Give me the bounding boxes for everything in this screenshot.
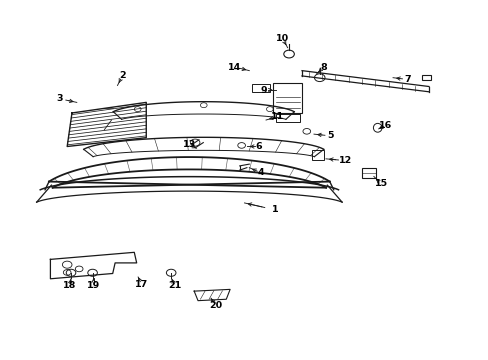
Text: 8: 8 xyxy=(320,63,326,72)
Bar xyxy=(311,150,323,160)
Text: 1: 1 xyxy=(272,206,278,215)
Text: 20: 20 xyxy=(209,301,222,310)
Text: 3: 3 xyxy=(57,94,63,103)
Text: 2: 2 xyxy=(119,71,125,80)
Text: 13: 13 xyxy=(183,140,196,149)
Text: 10: 10 xyxy=(276,34,289,43)
Bar xyxy=(361,168,376,178)
Text: 18: 18 xyxy=(63,282,76,290)
Text: 19: 19 xyxy=(87,282,100,290)
Text: 16: 16 xyxy=(379,121,392,130)
Text: 14: 14 xyxy=(228,63,241,72)
Text: 7: 7 xyxy=(403,75,410,84)
Bar xyxy=(273,83,302,113)
Text: 12: 12 xyxy=(338,156,351,165)
Bar xyxy=(275,114,299,122)
Text: 21: 21 xyxy=(168,282,181,290)
Text: 6: 6 xyxy=(255,142,262,151)
Text: 11: 11 xyxy=(271,112,284,121)
Bar xyxy=(251,84,269,92)
Text: 15: 15 xyxy=(374,179,387,188)
Text: 5: 5 xyxy=(327,131,333,140)
Bar xyxy=(421,75,430,80)
Text: 9: 9 xyxy=(260,86,266,95)
Text: 17: 17 xyxy=(135,280,148,289)
Text: 4: 4 xyxy=(258,168,264,177)
